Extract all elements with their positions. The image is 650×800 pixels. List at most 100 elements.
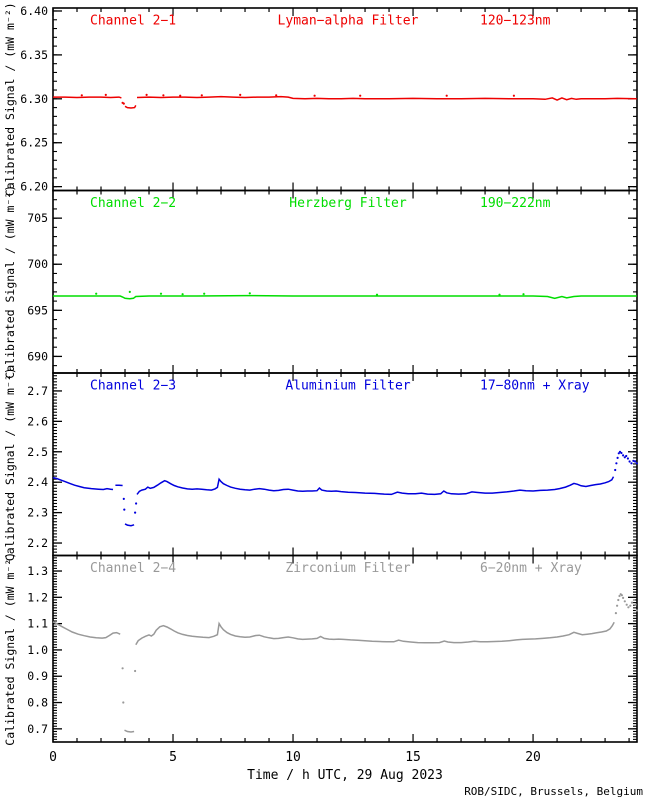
series-dot bbox=[625, 603, 628, 606]
credit-text: ROB/SIDC, Brussels, Belgium bbox=[464, 785, 643, 798]
y-axis-title: Calibrated Signal / (mW m⁻²) bbox=[3, 367, 17, 561]
series-dot bbox=[622, 596, 625, 600]
series-dot bbox=[122, 102, 125, 105]
filter-label: Herzberg Filter bbox=[289, 196, 407, 211]
x-tick-label: 0 bbox=[49, 750, 57, 765]
series-dot bbox=[630, 462, 633, 465]
wavelength-label: 190−222nm bbox=[480, 196, 551, 211]
series-line bbox=[52, 621, 121, 639]
series-dot bbox=[181, 293, 184, 296]
series-dot bbox=[121, 667, 124, 670]
series-dot bbox=[498, 293, 501, 296]
y-tick-label: 0.7 bbox=[27, 722, 48, 736]
series-dot bbox=[615, 462, 618, 465]
series-dot bbox=[614, 612, 618, 615]
y-tick-label: 6.25 bbox=[20, 136, 48, 150]
x-tick-label: 20 bbox=[525, 750, 541, 765]
series-dot bbox=[623, 600, 626, 603]
series-dot bbox=[248, 292, 251, 295]
y-tick-label: 705 bbox=[27, 211, 48, 225]
y-tick-label: 695 bbox=[27, 303, 48, 317]
series-dot bbox=[628, 460, 631, 463]
y-tick-label: 690 bbox=[27, 349, 48, 363]
series-dot bbox=[134, 669, 137, 673]
wavelength-label: 6−20nm + Xray bbox=[480, 561, 582, 576]
series-dot bbox=[135, 502, 138, 505]
filter-label: Zirconium Filter bbox=[285, 561, 410, 576]
panel-3-frame bbox=[52, 372, 638, 557]
filter-label: Lyman−alpha Filter bbox=[278, 14, 419, 29]
series-dot bbox=[635, 609, 638, 612]
y-tick-label: 2.4 bbox=[27, 475, 48, 489]
y-tick-label: 0.8 bbox=[27, 696, 48, 710]
series-dot bbox=[632, 459, 635, 462]
series-dot bbox=[616, 456, 619, 459]
series-dot bbox=[313, 94, 316, 97]
y-tick-label: 1.1 bbox=[27, 617, 48, 631]
series-dot bbox=[239, 93, 242, 96]
series-dot bbox=[617, 598, 620, 602]
y-tick-label: 2.7 bbox=[27, 384, 48, 398]
series-dot bbox=[618, 594, 621, 598]
series-dot bbox=[275, 94, 278, 97]
y-tick-label: 1.2 bbox=[27, 590, 48, 604]
wavelength-label: 17−80nm + Xray bbox=[480, 379, 590, 394]
series-dot bbox=[620, 594, 624, 597]
y-tick-label: 6.20 bbox=[20, 180, 48, 194]
series-dot bbox=[128, 290, 131, 293]
x-tick-label: 5 bbox=[169, 750, 177, 765]
y-tick-label: 2.2 bbox=[27, 536, 48, 550]
series-dot bbox=[622, 454, 625, 457]
series-dot bbox=[625, 454, 628, 458]
panel-2-frame bbox=[52, 189, 638, 374]
series-dot bbox=[614, 468, 617, 472]
y-tick-label: 2.3 bbox=[27, 506, 48, 520]
series-line bbox=[136, 476, 615, 496]
y-tick-label: 700 bbox=[27, 257, 48, 271]
series-dot bbox=[634, 460, 637, 463]
wavelength-label: 120−123nm bbox=[480, 14, 551, 29]
series-dot bbox=[620, 451, 623, 455]
series-dot bbox=[627, 606, 630, 609]
y-tick-label: 6.40 bbox=[20, 4, 48, 18]
series-dot bbox=[179, 94, 182, 97]
series-dot bbox=[634, 603, 637, 606]
series-dot bbox=[80, 94, 83, 97]
series-dot bbox=[632, 598, 636, 602]
series-line bbox=[136, 95, 637, 101]
series-dot bbox=[104, 93, 107, 96]
y-tick-label: 1.3 bbox=[27, 564, 48, 578]
series-dot bbox=[635, 462, 638, 465]
filter-label: Aluminium Filter bbox=[285, 379, 410, 394]
channel-label: Channel 2−2 bbox=[90, 196, 176, 211]
series-dot bbox=[162, 94, 165, 97]
series-line bbox=[124, 105, 137, 109]
series-dot bbox=[626, 457, 630, 460]
series-dot bbox=[616, 604, 619, 607]
series-dot bbox=[122, 701, 125, 704]
series-dot bbox=[95, 292, 98, 295]
series-dot bbox=[617, 452, 620, 455]
series-line bbox=[53, 294, 637, 300]
y-tick-label: 0.9 bbox=[27, 669, 48, 683]
channel-label: Channel 2−1 bbox=[90, 14, 176, 29]
y-tick-label: 2.6 bbox=[27, 414, 48, 428]
series-dot bbox=[375, 293, 379, 296]
series-dot bbox=[159, 292, 163, 295]
channel-label: Channel 2−4 bbox=[90, 561, 176, 576]
series-line bbox=[53, 96, 122, 99]
x-tick-label: 10 bbox=[285, 750, 301, 765]
series-dot bbox=[522, 293, 525, 296]
series-dot bbox=[359, 94, 362, 97]
y-axis-title: Calibrated Signal / (mW m⁻²) bbox=[3, 552, 17, 746]
y-tick-label: 6.30 bbox=[20, 92, 48, 106]
series-dot bbox=[445, 94, 448, 97]
series-dot bbox=[123, 508, 126, 511]
series-line bbox=[124, 729, 135, 733]
series-dot bbox=[512, 94, 516, 97]
series-dot bbox=[623, 456, 626, 459]
series-line bbox=[124, 523, 135, 527]
series-dot bbox=[134, 511, 137, 514]
